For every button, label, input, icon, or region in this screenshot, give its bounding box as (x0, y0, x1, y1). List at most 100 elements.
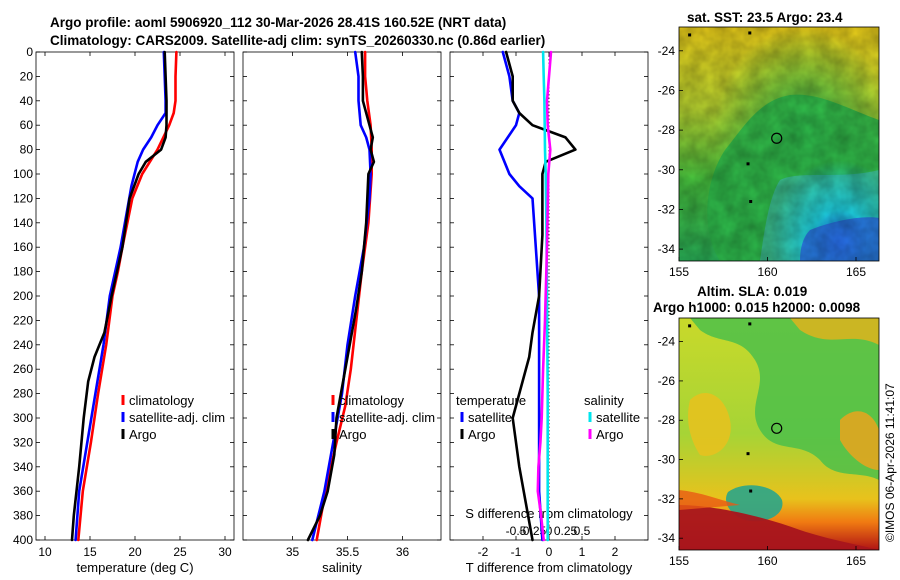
x-tick-label: 25 (173, 545, 187, 559)
s-difference-tick-label: -0.5 (506, 524, 527, 538)
sla-map-panel: 155 160 165 -24 -26 -28 -30 -32 -34 (658, 317, 880, 568)
y-tick-label: 0 (26, 45, 33, 59)
series-line-t-argo (504, 50, 577, 542)
s-difference-tick-label: 0.25 (554, 524, 578, 538)
sst-map-frame (678, 26, 880, 262)
y-tick-label: 280 (13, 387, 33, 401)
s-difference-tick-label: -0.25 (519, 524, 547, 538)
map-y-tick-label: -34 (658, 242, 676, 256)
island-dot (746, 452, 750, 456)
x-tick-label: 10 (38, 545, 52, 559)
title-line-2: Climatology: CARS2009. Satellite-adj cli… (50, 33, 546, 48)
x-tick-label: 20 (128, 545, 142, 559)
x-tick-label: 2 (612, 545, 619, 559)
island-dot (749, 489, 753, 493)
legend-entry: satellite-adj. clim (339, 410, 435, 425)
x-tick-label: 0 (546, 545, 553, 559)
x-tick-label: 1 (579, 545, 586, 559)
argo-float-marker (771, 132, 783, 144)
y-tick-label: 80 (20, 143, 34, 157)
series-line-argo (306, 50, 376, 542)
legend-title: temperature (456, 393, 526, 408)
imos-credit: ©IMOS 06-Apr-2026 11:41:07 (883, 383, 897, 542)
map-y-tick-label: -32 (658, 492, 676, 506)
y-tick-label: 340 (13, 460, 33, 474)
salinity-axes-box (242, 51, 442, 541)
temperature-axes-box (35, 51, 235, 541)
temperature-profile-panel: 0 20 40 60 80 100 120 140 160 180 200 220 240 260 280 3… (13, 45, 235, 575)
sst-map-title: sat. SST: 23.5 Argo: 23.4 (687, 10, 843, 25)
x-axis-label: T difference from climatology (466, 560, 633, 575)
map-x-tick-label: 155 (669, 265, 689, 279)
map-x-tick-label: 160 (757, 265, 777, 279)
series-line-satellite-adj-clim (74, 50, 167, 542)
sla-map-frame (678, 317, 880, 551)
sla-map-title-1: Altim. SLA: 0.019 (697, 284, 808, 299)
legend-entry: climatology (339, 393, 405, 408)
sla-map-field (679, 318, 879, 550)
x-tick-label: 30 (218, 545, 232, 559)
y-tick-label: 200 (13, 289, 33, 303)
island-dot (688, 33, 692, 37)
legend-entry: Argo (468, 427, 495, 442)
series-line-climatology (315, 50, 374, 542)
series-line-climatology (77, 50, 178, 542)
x-axis-label: temperature (deg C) (76, 560, 193, 575)
y-tick-label: 360 (13, 484, 33, 498)
map-y-tick-label: -30 (658, 453, 676, 467)
difference-profile-panel: -2 -1 0 1 2T difference from climatology S di… (449, 50, 649, 575)
y-tick-label: 140 (13, 216, 33, 230)
argo-float-marker (771, 422, 783, 434)
island-dot (748, 31, 752, 35)
series-line-satellite-adj-clim (310, 50, 372, 542)
y-tick-label: 180 (13, 265, 33, 279)
map-x-tick-label: 155 (669, 554, 689, 568)
legend-title: salinity (584, 393, 624, 408)
legend-entry: Argo (596, 427, 623, 442)
y-tick-label: 320 (13, 435, 33, 449)
legend-entry: satellite (596, 410, 640, 425)
s-difference-axis-label: S difference from climatology (465, 506, 633, 521)
island-dot (746, 162, 750, 166)
map-x-tick-label: 165 (846, 265, 866, 279)
y-tick-label: 160 (13, 240, 33, 254)
sst-map-panel: 155 160 165 -24 -26 -28 -30 -32 -34 (658, 26, 880, 279)
x-tick-label: 35.5 (336, 545, 360, 559)
series-line-argo (70, 50, 168, 542)
map-y-tick-label: -34 (658, 531, 676, 545)
map-y-tick-label: -24 (658, 335, 676, 349)
sst-map-field (679, 27, 879, 261)
x-tick-label: -2 (478, 545, 489, 559)
island-dot (688, 324, 692, 328)
island-dot (749, 200, 753, 204)
legend-entry: Argo (129, 427, 156, 442)
map-y-tick-label: -30 (658, 163, 676, 177)
x-tick-label: 15 (83, 545, 97, 559)
legend-entry: Argo (339, 427, 366, 442)
y-tick-label: 220 (13, 313, 33, 327)
legend-entry: climatology (129, 393, 195, 408)
y-tick-label: 20 (20, 69, 34, 83)
map-y-tick-label: -26 (658, 83, 676, 97)
x-axis-label: salinity (322, 560, 362, 575)
s-difference-tick-label: 0 (546, 524, 553, 538)
map-y-tick-label: -24 (658, 44, 676, 58)
y-tick-label: 60 (20, 118, 34, 132)
salinity-profile-panel: 35 35.5 36 salinity climatology satellite-ad… (242, 50, 442, 575)
y-tick-label: 120 (13, 191, 33, 205)
legend-entry: satellite (468, 410, 512, 425)
map-x-tick-label: 160 (757, 554, 777, 568)
y-tick-label: 300 (13, 411, 33, 425)
legend-entry: satellite-adj. clim (129, 410, 225, 425)
y-tick-label: 40 (20, 94, 34, 108)
title-line-1: Argo profile: aoml 5906920_112 30-Mar-20… (50, 15, 507, 30)
map-x-tick-label: 165 (846, 554, 866, 568)
sla-map-title-2: Argo h1000: 0.015 h2000: 0.0098 (653, 300, 861, 315)
y-tick-label: 260 (13, 362, 33, 376)
series-line-s-satellite (541, 50, 550, 542)
x-tick-label: -1 (511, 545, 522, 559)
y-tick-label: 400 (13, 533, 33, 547)
series-line-s-argo (536, 50, 553, 542)
s-difference-tick-label: 0.5 (574, 524, 591, 538)
